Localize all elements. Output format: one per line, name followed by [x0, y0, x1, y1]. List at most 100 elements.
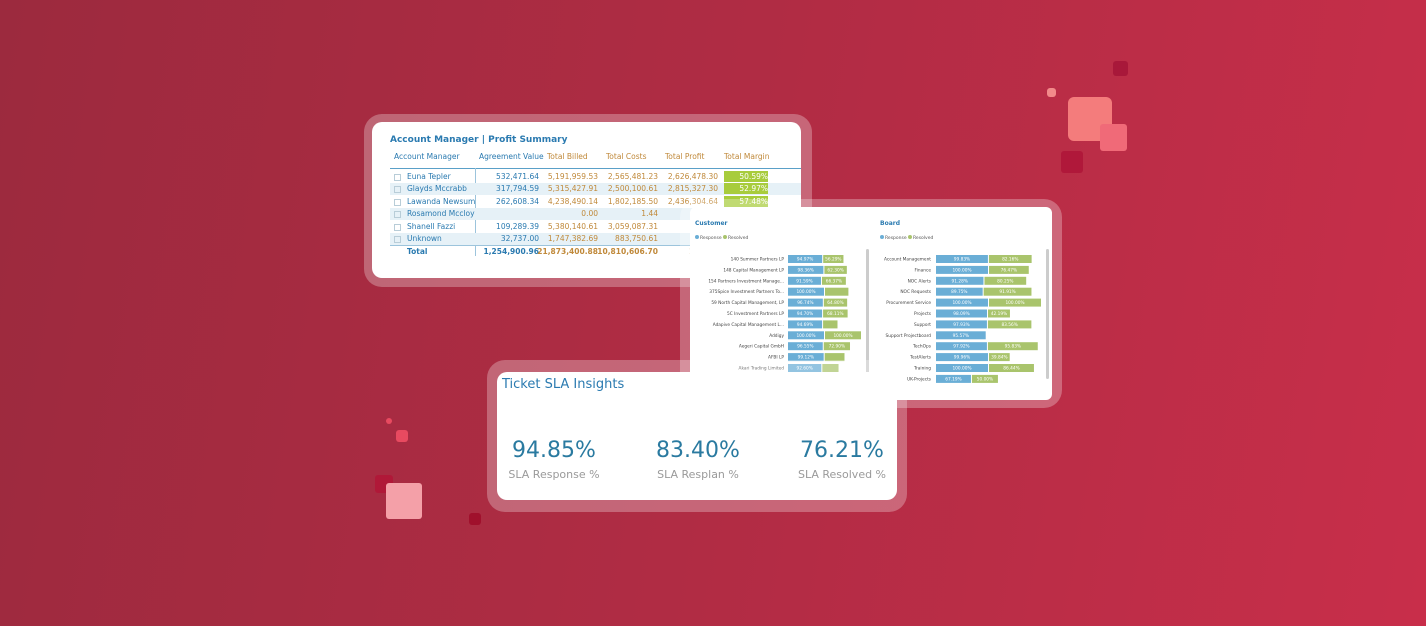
bar-label: 89.75%	[951, 289, 967, 295]
bar-label: 68.11%	[827, 311, 843, 317]
deco	[1100, 124, 1127, 151]
bar-segment	[988, 255, 1032, 263]
total-value: 1,254,900.96	[483, 247, 539, 256]
bar-label: 91.91%	[999, 289, 1015, 295]
bar-segment	[989, 265, 1029, 274]
column-header: Total Profit	[665, 152, 705, 161]
bar-segment	[936, 276, 984, 285]
margin-value: 52.97%	[739, 184, 768, 193]
bar-segment	[788, 353, 824, 362]
cell-value: 1,747,382.69	[547, 234, 598, 243]
bar-segment	[987, 320, 1032, 329]
bar-label: 96.55%	[797, 344, 813, 350]
total-value: 21,873,400.88	[537, 247, 598, 256]
legend-label: Resolved	[913, 235, 933, 241]
bar-label: 95.57%	[953, 333, 969, 339]
bar-segment	[823, 309, 848, 318]
bar-segment	[788, 309, 823, 318]
bar-segment	[823, 255, 844, 263]
bar-segment	[823, 320, 838, 329]
scrollbar	[1046, 249, 1049, 379]
cell-value: 32,737.00	[500, 234, 539, 243]
bar-segment	[936, 320, 987, 329]
category-label: Support	[914, 322, 931, 328]
bar-segment	[821, 276, 846, 285]
cell-value: 2,626,478.30	[667, 172, 718, 181]
manager-name: Shanell Fazzi	[407, 222, 456, 231]
cell-value: 883,750.61	[615, 234, 658, 243]
bar-label: 96.74%	[797, 300, 813, 306]
category-label: Aegeri Capital GmbH	[739, 344, 784, 350]
bar-label: 66.37%	[826, 278, 842, 284]
bar-segment	[936, 309, 988, 318]
legend-swatch	[880, 235, 884, 239]
bar-segment	[936, 342, 987, 351]
bar-label: 56.29%	[825, 257, 841, 263]
category-label: TestAlerts	[909, 355, 932, 361]
bar-segment	[936, 265, 988, 274]
bar-label: 94.97%	[797, 257, 813, 263]
bar-segment	[788, 255, 823, 263]
bar-label: 100.00%	[796, 333, 815, 339]
bar-segment	[987, 342, 1038, 351]
bar-label: 100.00%	[833, 333, 852, 339]
manager-name: Unknown	[407, 234, 442, 243]
cell-value: 2,815,327.30	[667, 184, 718, 193]
bar-label: 100.00%	[952, 300, 971, 306]
bar-label: 99.12%	[798, 355, 814, 361]
category-label: TechOps	[912, 344, 932, 350]
margin-bar	[724, 196, 768, 207]
bar-label: 91.59%	[796, 278, 812, 284]
expand-icon	[394, 236, 401, 243]
category-label: Finance	[915, 267, 932, 273]
bar-label: 98.09%	[953, 311, 969, 317]
category-label: NOC Alerts	[908, 278, 932, 284]
category-label: Training	[913, 366, 931, 372]
deco	[1113, 61, 1128, 76]
bar-segment	[983, 287, 1032, 296]
cell-value: 1,802,185.50	[607, 197, 658, 206]
kpi-label: SLA Resolved %	[797, 468, 887, 481]
category-label: Support Projectboard	[886, 333, 932, 339]
bar-segment	[824, 353, 845, 362]
column-header: Agreement Value	[479, 152, 544, 161]
expand-icon	[394, 224, 401, 231]
bar-segment	[824, 265, 847, 274]
bar-segment	[936, 331, 986, 340]
cell-value: 2,500,100.61	[607, 184, 658, 193]
bar-segment	[936, 298, 988, 307]
column-header: Total Costs	[606, 152, 647, 161]
manager-name: Rosamond Mccloy	[407, 209, 475, 218]
profit-table-card: Account Manager | Profit Summary Account…	[372, 122, 801, 278]
legend-swatch	[695, 235, 699, 239]
bar-segment	[788, 298, 823, 307]
header-rule	[390, 168, 801, 169]
deco	[469, 513, 481, 525]
bar-segment	[988, 353, 1010, 362]
expand-icon	[394, 211, 401, 218]
cell-value: 5,191,959.53	[547, 172, 598, 181]
deco	[1047, 88, 1056, 97]
bar-label: 86.44%	[1003, 366, 1019, 372]
category-label: 375Spice Investment Partners To...	[709, 289, 784, 295]
bar-label: 83.56%	[1001, 322, 1017, 328]
bar-label: 99.83%	[954, 257, 970, 263]
column-header: Account Manager	[394, 152, 460, 161]
bar-label: 39.84%	[991, 355, 1007, 361]
bar-label: 92.60%	[796, 366, 812, 372]
cell-value: 3,059,087.31	[607, 222, 658, 231]
category-label: 5C Investment Partners LP	[727, 311, 784, 317]
total-label: Total	[407, 247, 428, 256]
cell-value: 262,608.34	[496, 197, 539, 206]
legend-swatch	[723, 235, 727, 239]
bar-segment	[822, 364, 839, 372]
kpi-value: 76.21%	[800, 438, 884, 463]
bar-segment	[989, 364, 1034, 372]
bar-segment	[971, 374, 998, 383]
cell-value: 109,289.39	[496, 222, 539, 231]
legend-label: Resolved	[728, 235, 748, 241]
bar-segment	[825, 331, 861, 340]
bar-label: 80.25%	[997, 278, 1013, 284]
sla-card: Ticket SLA Insights 94.85% SLA Response %…	[497, 372, 897, 500]
cell-value: 0.00	[581, 209, 598, 218]
